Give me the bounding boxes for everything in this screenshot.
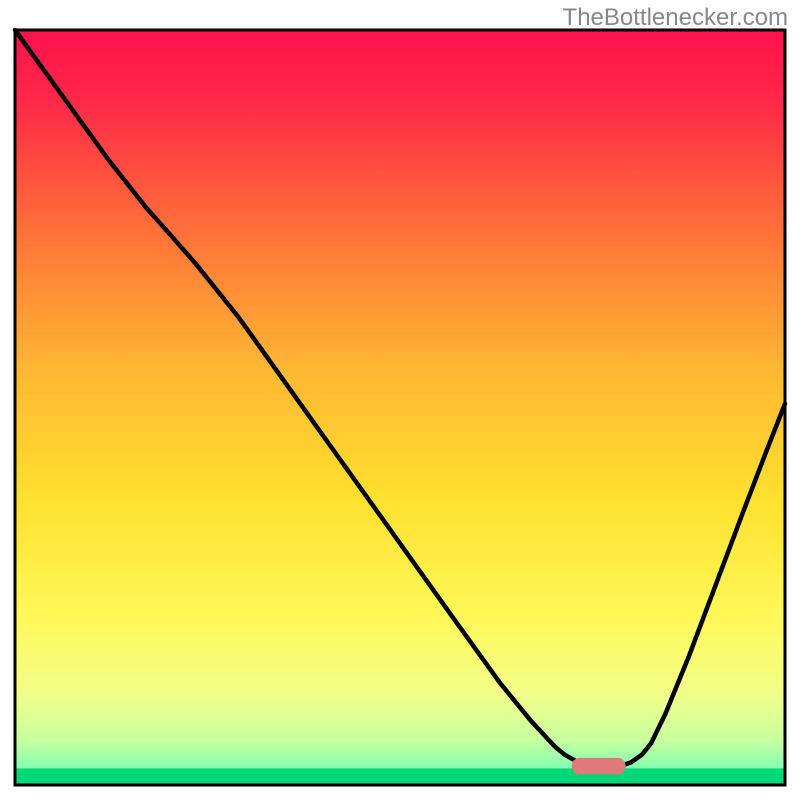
chart-svg (0, 0, 800, 800)
bottleneck-chart: TheBottlenecker.com (0, 0, 800, 800)
optimal-marker (572, 758, 626, 775)
bottom-strip (15, 768, 785, 785)
gradient-background (15, 30, 785, 785)
watermark-text: TheBottlenecker.com (563, 4, 788, 32)
